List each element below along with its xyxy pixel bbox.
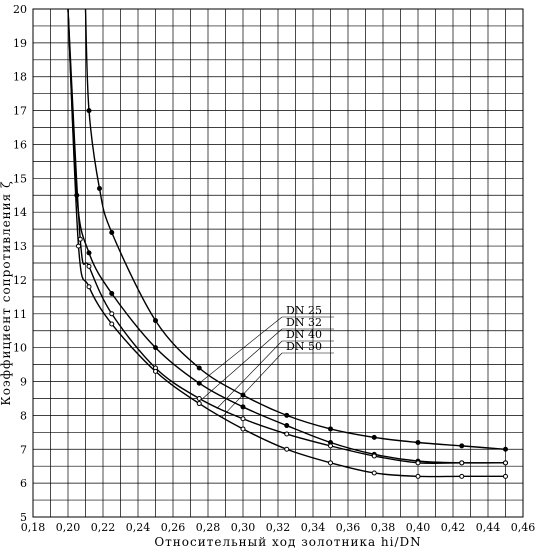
data-point-dn25 bbox=[415, 439, 421, 445]
y-tick-label: 10 bbox=[13, 342, 27, 355]
data-point-dn50 bbox=[371, 470, 377, 476]
y-tick-label: 7 bbox=[20, 443, 27, 456]
y-tick-label: 20 bbox=[13, 3, 27, 16]
series-line-dn50 bbox=[67, 8, 506, 478]
y-tick-label: 17 bbox=[13, 105, 27, 118]
data-point-dn50 bbox=[459, 473, 465, 479]
x-tick-label: 0,24 bbox=[126, 521, 151, 534]
legend-label: DN 32 bbox=[286, 316, 322, 329]
data-point-dn25 bbox=[503, 446, 508, 452]
data-point-dn40 bbox=[109, 311, 115, 317]
data-point-dn32 bbox=[240, 404, 246, 410]
data-point-dn40 bbox=[503, 460, 508, 466]
data-point-dn25 bbox=[153, 318, 158, 324]
series-line-dn32 bbox=[67, 8, 506, 464]
x-tick-label: 0,26 bbox=[161, 521, 186, 534]
data-point-dn25 bbox=[86, 108, 92, 114]
data-point-dn50 bbox=[76, 243, 81, 249]
data-point-dn40 bbox=[284, 431, 290, 437]
x-tick-label: 0,20 bbox=[56, 521, 81, 534]
x-tick-label: 0,30 bbox=[231, 521, 256, 534]
x-tick-label: 0,38 bbox=[371, 521, 396, 534]
y-tick-label: 16 bbox=[13, 138, 27, 151]
data-point-dn50 bbox=[415, 473, 421, 479]
y-tick-label: 6 bbox=[20, 477, 27, 490]
data-point-dn50 bbox=[503, 473, 508, 479]
y-tick-label: 13 bbox=[13, 240, 27, 253]
legend-leader-line bbox=[199, 316, 283, 384]
plot-frame bbox=[32, 8, 524, 518]
y-tick-label: 9 bbox=[20, 376, 27, 389]
legend-leader-line bbox=[202, 328, 283, 399]
data-point-dn40 bbox=[196, 395, 202, 401]
x-tick-label: 0,44 bbox=[476, 521, 501, 534]
data-point-dn50 bbox=[196, 401, 202, 407]
y-tick-label: 8 bbox=[20, 409, 27, 422]
x-tick-label: 0,28 bbox=[196, 521, 221, 534]
x-tick-label: 0,42 bbox=[441, 521, 466, 534]
data-point-dn25 bbox=[196, 365, 202, 371]
y-tick-label: 11 bbox=[13, 308, 27, 321]
data-point-dn50 bbox=[86, 284, 92, 290]
y-tick-label: 15 bbox=[13, 172, 27, 185]
tick-labels: 0,18 0,20 0,22 0,24 0,26 0,28 0,30 0,32 0,34 0,36… bbox=[13, 3, 535, 534]
data-point-dn32 bbox=[86, 250, 92, 256]
legend-label: DN 25 bbox=[286, 304, 322, 317]
data-point-dn25 bbox=[371, 434, 377, 440]
y-tick-label: 5 bbox=[20, 511, 27, 524]
x-tick-label: 0,46 bbox=[511, 521, 536, 534]
x-axis-title: Относительный ход золотника hi/DN bbox=[154, 535, 421, 549]
y-axis-title: Коэффициент сопротивления ζ bbox=[0, 180, 13, 405]
data-point-dn25 bbox=[284, 412, 290, 418]
data-point-dn50 bbox=[328, 460, 333, 466]
legend-leader-line bbox=[221, 352, 283, 418]
data-point-dn50 bbox=[109, 321, 115, 327]
data-point-dn25 bbox=[459, 443, 465, 449]
data-point-dn32 bbox=[284, 423, 290, 429]
grid bbox=[32, 8, 524, 518]
x-tick-label: 0,22 bbox=[91, 521, 116, 534]
data-point-dn40 bbox=[240, 416, 246, 422]
legend-label: DN 50 bbox=[286, 340, 322, 353]
x-tick-label: 0,34 bbox=[301, 521, 326, 534]
data-point-dn50 bbox=[153, 368, 158, 374]
data-point-dn25 bbox=[109, 230, 115, 236]
legend-leader-line bbox=[216, 340, 283, 409]
y-tick-label: 12 bbox=[13, 274, 27, 287]
y-tick-label: 18 bbox=[13, 71, 27, 84]
x-tick-label: 0,40 bbox=[406, 521, 431, 534]
x-tick-label: 0,32 bbox=[266, 521, 291, 534]
data-point-dn40 bbox=[459, 460, 465, 466]
x-tick-label: 0,36 bbox=[336, 521, 361, 534]
data-point-dn50 bbox=[284, 446, 290, 452]
y-tick-label: 19 bbox=[13, 37, 27, 50]
data-point-dn40 bbox=[328, 443, 333, 449]
x-tick-label: 0,18 bbox=[21, 521, 46, 534]
data-point-dn25 bbox=[97, 185, 102, 191]
data-point-dn50 bbox=[240, 426, 246, 432]
data-point-dn40 bbox=[77, 236, 83, 242]
data-point-dn25 bbox=[328, 426, 333, 432]
data-point-dn40 bbox=[86, 263, 92, 269]
y-tick-label: 14 bbox=[13, 206, 27, 219]
data-point-dn32 bbox=[109, 290, 115, 296]
series-layer bbox=[67, 8, 508, 479]
series-line-dn40 bbox=[67, 8, 506, 465]
data-point-dn40 bbox=[371, 453, 377, 459]
legend-label: DN 40 bbox=[286, 328, 322, 341]
data-point-dn32 bbox=[153, 345, 158, 351]
data-point-dn40 bbox=[415, 460, 421, 466]
